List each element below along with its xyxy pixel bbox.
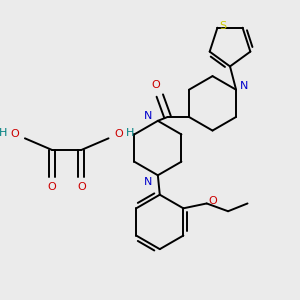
Text: H: H [0,128,8,137]
Text: N: N [144,177,152,187]
Text: S: S [220,21,227,31]
Text: O: O [77,182,86,192]
Text: N: N [144,111,152,121]
Text: O: O [10,129,19,140]
Text: O: O [152,80,160,90]
Text: H: H [126,128,134,137]
Text: N: N [240,81,248,91]
Text: O: O [114,129,123,140]
Text: O: O [48,182,56,192]
Text: O: O [208,196,217,206]
